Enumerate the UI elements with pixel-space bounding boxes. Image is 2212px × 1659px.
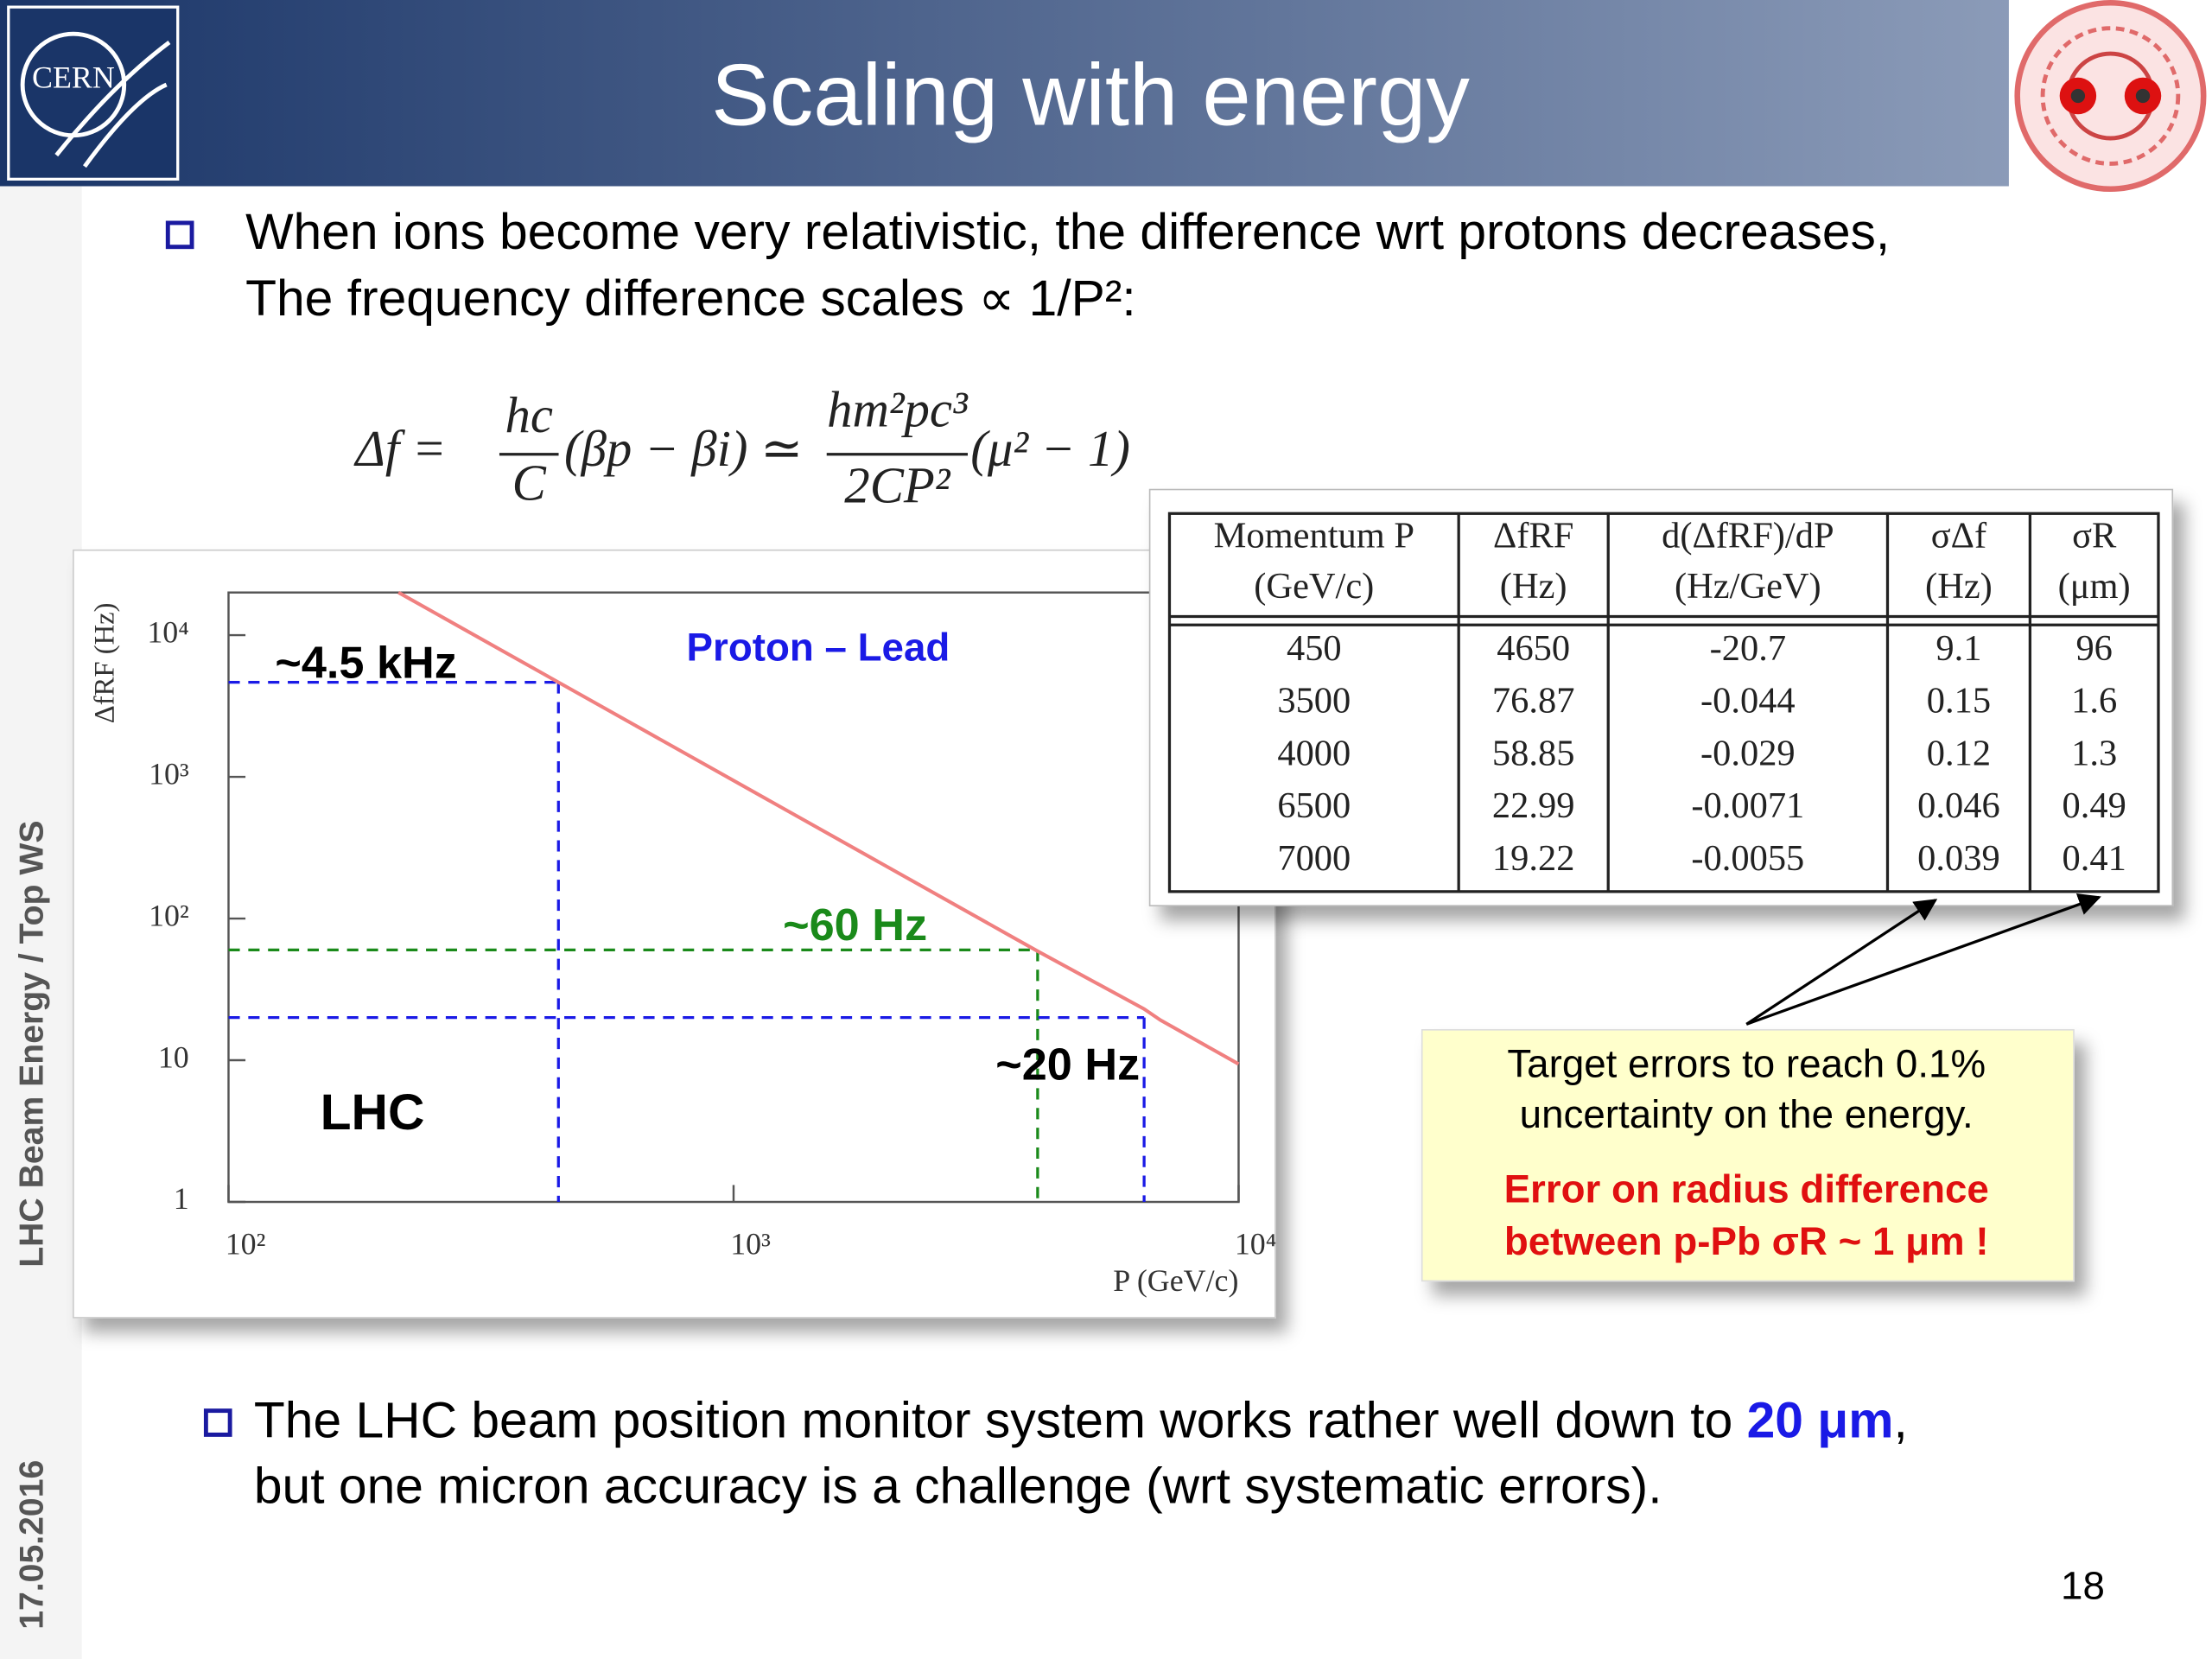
reference-label: ~4.5 kHz [275, 638, 457, 688]
table-cell: -0.0055 [1691, 838, 1804, 879]
chart-panel [73, 549, 1276, 1319]
formula-tail: (μ² − 1) [970, 421, 1130, 477]
header-bar [0, 0, 2009, 187]
table-header: Momentum P [1214, 515, 1414, 556]
x-tick-label: 10² [226, 1226, 266, 1261]
annotation: Proton – Lead [687, 626, 950, 670]
table-header: (Hz/GeV) [1675, 566, 1821, 607]
formula-den: C [512, 454, 547, 511]
y-tick-label: 10³ [149, 756, 189, 791]
table-cell: 1.6 [2071, 681, 2117, 721]
bullet-marker [203, 1408, 232, 1437]
bullet-marker [165, 220, 194, 250]
table-cell: 0.41 [2063, 838, 2126, 879]
table-header: (μm) [2058, 566, 2131, 607]
callout-text: Target errors to reach 0.1% [1507, 1041, 1986, 1085]
table-cell: -0.0071 [1691, 785, 1804, 826]
formula: Δf = hc C (βp − βi) ≃ hm²pc³ 2CP² (μ² − … [353, 381, 1130, 513]
bullet-text: The frequency difference scales ∝ 1/P²: [245, 270, 1136, 327]
reference-label: ~60 Hz [783, 900, 927, 950]
y-tick-label: 10⁴ [147, 614, 188, 649]
chart: 10² 10³ 10⁴ 1 10 10² 10³ 10⁴ ΔfRF (Hz) P (GeV/c) ~… [90, 590, 1276, 1298]
callout-text: uncertainty on the energy. [1520, 1092, 1974, 1136]
table-cell: 1.3 [2071, 733, 2117, 773]
formula-lhs: Δf = [353, 421, 446, 477]
table-cell: 4650 [1497, 628, 1570, 669]
arrow [1745, 899, 1938, 1026]
table-cell: 19.22 [1492, 838, 1574, 879]
table-header: (GeV/c) [1254, 566, 1374, 607]
table-header: ΔfRF [1493, 515, 1573, 556]
table-border [1167, 512, 2160, 893]
table-header: (Hz) [1500, 566, 1567, 607]
table-cell: 0.12 [1927, 733, 1991, 773]
table-header: σΔf [1931, 515, 1987, 556]
logo-text: CERN [32, 60, 115, 94]
y-tick-label: 10 [158, 1039, 189, 1074]
table-cell: 6500 [1277, 785, 1351, 826]
table-header: σR [2072, 515, 2117, 556]
table-cell: 450 [1287, 628, 1342, 669]
table-cell: 22.99 [1492, 785, 1574, 826]
x-axis-label: P (GeV/c) [1113, 1263, 1238, 1298]
table-cell: 58.85 [1492, 733, 1574, 773]
table-cell: 9.1 [1936, 628, 1981, 669]
callout-emphasis: Error on radius difference [1504, 1167, 1989, 1211]
table-cell: 0.15 [1927, 681, 1991, 721]
logo-arcs [54, 41, 171, 168]
table-cell: -20.7 [1710, 628, 1786, 669]
table-panel [1148, 488, 2174, 906]
table-cell: 76.87 [1492, 681, 1574, 721]
table-cell: 3500 [1277, 681, 1351, 721]
bullet-text: When ions become very relativistic, the … [245, 204, 1890, 260]
table-header: (Hz) [1925, 566, 1993, 607]
bullet-highlight: 20 μm [1747, 1392, 1894, 1448]
bullet-text: but one micron accuracy is a challenge (… [254, 1459, 1662, 1515]
table-cell: 96 [2075, 628, 2112, 669]
data-line [397, 590, 1240, 1066]
table-cell: 0.046 [1917, 785, 1999, 826]
sidebar [0, 186, 82, 1659]
callout-box [1421, 1029, 2075, 1282]
table: Momentum P (GeV/c) ΔfRF (Hz) d(ΔfRF)/dP (Hz/G… [1167, 512, 2160, 893]
formula-middle: (βp − βi) ≃ [564, 421, 803, 477]
date-label: 17.05.2016 [14, 1460, 51, 1630]
slide-title: Scaling with energy [711, 46, 1470, 143]
table-cell: -0.044 [1700, 681, 1796, 721]
formula-den: 2CP² [844, 458, 950, 514]
bullet-text: The LHC beam position monitor system wor… [254, 1392, 1908, 1448]
x-tick-label: 10⁴ [1235, 1226, 1276, 1261]
formula-num: hc [505, 387, 553, 443]
page-number: 18 [2061, 1563, 2105, 1607]
y-tick-label: 1 [174, 1181, 189, 1216]
y-tick-label: 10² [149, 898, 189, 932]
x-tick-label: 10³ [730, 1226, 771, 1261]
bullet-text-part: The LHC beam position monitor system wor… [254, 1392, 1732, 1448]
table-cell: 4000 [1277, 733, 1351, 773]
table-header: d(ΔfRF)/dP [1662, 515, 1834, 556]
arrow [1745, 893, 2101, 1026]
table-cell: -0.029 [1700, 733, 1796, 773]
annotation: LHC [321, 1084, 425, 1141]
formula-num: hm²pc³ [827, 381, 969, 437]
reference-label: ~20 Hz [995, 1040, 1140, 1090]
table-cell: 7000 [1277, 838, 1351, 879]
callout-emphasis: between p-Pb σR ~ 1 μm ! [1504, 1219, 1989, 1263]
table-cell: 0.49 [2063, 785, 2126, 826]
lhc-magnet-logo [2014, 0, 2207, 193]
y-axis-label: ΔfRF (Hz) [90, 602, 121, 723]
bullet-comma: , [1894, 1392, 1908, 1448]
talk-label: LHC Beam Energy / Top WS [14, 821, 51, 1268]
table-cell: 0.039 [1917, 838, 1999, 879]
